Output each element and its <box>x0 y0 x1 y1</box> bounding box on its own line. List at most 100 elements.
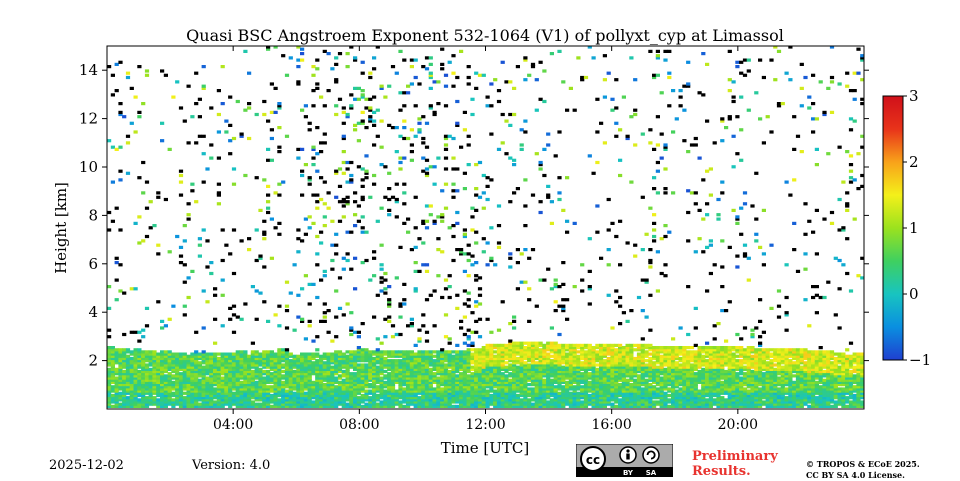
heatmap-cell <box>277 350 282 354</box>
heatmap-cell <box>496 204 502 208</box>
heatmap-cell <box>156 393 161 398</box>
heatmap-cell <box>330 383 335 387</box>
heatmap-cell <box>356 359 361 363</box>
heatmap-cell <box>477 302 483 306</box>
heatmap-cell <box>133 398 138 402</box>
heatmap-cell <box>372 404 377 408</box>
heatmap-cell <box>572 404 577 408</box>
heatmap-cell <box>239 383 244 387</box>
heatmap-cell <box>659 404 664 408</box>
heatmap-cell <box>368 115 373 119</box>
heatmap-cell <box>421 369 426 374</box>
heatmap-cell <box>636 295 642 300</box>
heatmap-cell <box>273 359 278 363</box>
heatmap-cell <box>512 396 517 400</box>
heatmap-cell <box>644 346 649 350</box>
heatmap-cell <box>625 402 630 406</box>
heatmap-cell <box>489 104 494 108</box>
heatmap-cell <box>398 354 403 358</box>
heatmap-cell <box>580 263 585 267</box>
heatmap-cell <box>266 402 271 406</box>
heatmap-cell <box>477 378 483 382</box>
heatmap-cell <box>640 195 645 199</box>
heatmap-cell <box>655 49 660 53</box>
heatmap-cell <box>633 254 638 258</box>
heatmap-cell <box>549 380 554 384</box>
heatmap-cell <box>368 71 373 75</box>
heatmap-cell <box>250 341 255 345</box>
heatmap-cell <box>216 374 221 378</box>
heatmap-cell <box>459 376 464 380</box>
heatmap-cell <box>171 354 176 358</box>
heatmap-cell <box>360 348 365 352</box>
heatmap-cell <box>565 389 570 393</box>
heatmap-cell <box>228 393 233 398</box>
heatmap-cell <box>459 367 464 371</box>
heatmap-cell <box>322 383 327 387</box>
heatmap-cell <box>125 389 131 393</box>
heatmap-cell <box>595 97 600 101</box>
heatmap-cell <box>496 385 502 389</box>
heatmap-cell <box>322 378 327 382</box>
heatmap-cell <box>137 110 142 114</box>
heatmap-cell <box>618 354 623 358</box>
heatmap-cell <box>372 398 377 402</box>
heatmap-cell <box>379 356 384 361</box>
heatmap-cell <box>163 374 168 378</box>
heatmap-cell <box>175 389 180 393</box>
heatmap-cell <box>606 402 611 406</box>
heatmap-cell <box>652 176 657 180</box>
heatmap-cell <box>625 383 630 387</box>
heatmap-cell <box>387 302 392 306</box>
heatmap-cell <box>534 396 539 400</box>
heatmap-cell <box>239 404 244 408</box>
heatmap-cell <box>580 400 585 404</box>
heatmap-cell <box>224 372 229 376</box>
heatmap-cell <box>538 374 543 378</box>
heatmap-cell <box>655 367 660 371</box>
heatmap-cell <box>633 400 638 404</box>
heatmap-cell <box>205 404 210 408</box>
heatmap-cell <box>587 387 592 391</box>
heatmap-cell <box>572 378 577 382</box>
heatmap-cell <box>644 232 649 236</box>
heatmap-cell <box>485 176 490 180</box>
heatmap-cell <box>137 380 142 384</box>
heatmap-cell <box>583 350 589 354</box>
heatmap-cell <box>440 376 445 380</box>
heatmap-cell <box>398 245 403 249</box>
heatmap-cell <box>474 304 479 308</box>
heatmap-cell <box>621 352 626 356</box>
heatmap-cell <box>269 398 274 402</box>
heatmap-cell <box>353 359 358 363</box>
heatmap-cell <box>394 367 399 371</box>
heatmap-cell <box>481 206 486 210</box>
heatmap-cell <box>485 348 490 352</box>
heatmap-cell <box>353 374 358 378</box>
heatmap-cell <box>614 398 619 402</box>
heatmap-cell <box>322 398 327 402</box>
heatmap-cell <box>330 369 335 374</box>
heatmap-cell <box>235 354 240 358</box>
heatmap-cell <box>213 317 218 321</box>
heatmap-cell <box>587 374 592 378</box>
heatmap-cell <box>141 391 146 395</box>
heatmap-cell <box>459 145 464 149</box>
heatmap-cell <box>360 93 365 97</box>
heatmap-cell <box>345 365 350 369</box>
heatmap-cell <box>667 369 672 374</box>
heatmap-cell <box>319 372 324 376</box>
heatmap-cell <box>485 104 490 108</box>
heatmap-cell <box>659 378 664 382</box>
heatmap-cell <box>364 154 369 158</box>
heatmap-cell <box>205 400 210 404</box>
heatmap-cell <box>315 365 320 369</box>
heatmap-cell <box>512 341 517 345</box>
heatmap-cell <box>356 165 361 169</box>
heatmap-cell <box>201 365 206 369</box>
heatmap-cell <box>523 396 528 400</box>
heatmap-cell <box>262 369 267 374</box>
heatmap-cell <box>129 402 134 406</box>
heatmap-cell <box>152 400 157 404</box>
heatmap-cell <box>474 193 479 197</box>
